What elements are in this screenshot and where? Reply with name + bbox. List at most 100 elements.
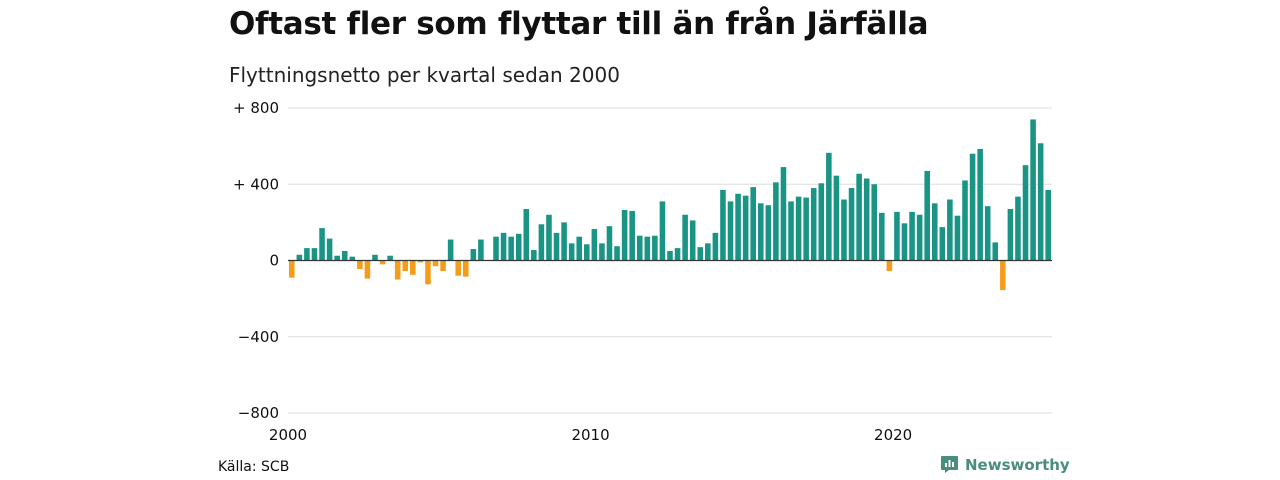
bar xyxy=(440,260,446,271)
bar xyxy=(478,239,484,261)
bar xyxy=(311,248,318,261)
axis-layer: + 800 + 400 0 −400 −800 2000 2010 2020 xyxy=(233,99,1052,444)
bar xyxy=(833,175,840,261)
bar xyxy=(705,243,711,261)
bar xyxy=(387,255,393,261)
bar xyxy=(500,232,507,261)
bar xyxy=(818,183,825,261)
bar xyxy=(1045,189,1051,261)
bar xyxy=(841,199,847,261)
bar-chart: + 800 + 400 0 −400 −800 2000 2010 2020 xyxy=(233,99,1052,444)
bar xyxy=(568,243,575,261)
bar xyxy=(304,248,310,261)
bar xyxy=(856,173,862,261)
bar xyxy=(531,250,537,261)
y-tick-label: −800 xyxy=(238,404,279,422)
bar xyxy=(682,214,688,261)
bar xyxy=(341,250,348,261)
bar xyxy=(1007,209,1014,261)
bar xyxy=(1022,165,1029,261)
bar xyxy=(1037,143,1044,261)
bars-layer xyxy=(289,119,1051,291)
bar xyxy=(546,214,552,261)
bar xyxy=(644,236,651,261)
bar xyxy=(780,167,787,261)
bar xyxy=(591,229,598,261)
bar xyxy=(924,170,930,261)
bar xyxy=(493,236,499,261)
bar xyxy=(697,247,704,261)
bar xyxy=(599,243,605,261)
bar xyxy=(659,201,666,261)
bar xyxy=(538,224,545,261)
bar xyxy=(803,197,809,261)
bar xyxy=(969,153,976,261)
bar xyxy=(992,242,999,261)
bar xyxy=(636,235,643,261)
x-tick-label: 2010 xyxy=(571,426,609,444)
bar xyxy=(788,201,794,261)
bar xyxy=(621,209,628,261)
bar xyxy=(652,235,658,261)
bar xyxy=(795,196,802,261)
bar xyxy=(462,260,469,277)
bar xyxy=(394,260,401,280)
bar xyxy=(742,195,749,261)
bar xyxy=(712,232,719,261)
newsworthy-logo-icon xyxy=(941,456,958,473)
bar xyxy=(773,182,779,261)
bar xyxy=(553,232,560,261)
chart-title: Oftast fler som flyttar till än från Jär… xyxy=(229,6,929,42)
bar xyxy=(289,260,295,278)
bar xyxy=(909,211,915,261)
bar xyxy=(1000,260,1006,291)
bar xyxy=(561,222,567,261)
bar xyxy=(826,152,832,261)
bar xyxy=(508,236,514,261)
bar xyxy=(977,148,983,261)
bar xyxy=(863,178,870,261)
bar xyxy=(417,260,424,263)
bar xyxy=(1015,196,1021,261)
bar xyxy=(954,215,961,261)
bar xyxy=(402,260,409,271)
chart-subtitle: Flyttningsnetto per kvartal sedan 2000 xyxy=(229,63,620,87)
y-tick-label: −400 xyxy=(238,328,279,346)
bar xyxy=(319,228,325,261)
bar xyxy=(720,189,726,261)
bar xyxy=(984,206,991,261)
bar xyxy=(735,193,741,261)
bar xyxy=(947,199,953,261)
bar xyxy=(357,260,363,270)
bar xyxy=(425,260,431,285)
x-tick-label: 2000 xyxy=(269,426,307,444)
bar xyxy=(629,210,635,261)
y-tick-label: 0 xyxy=(269,252,279,270)
bar xyxy=(962,180,968,261)
bar xyxy=(871,184,878,261)
bar xyxy=(939,227,946,261)
bar xyxy=(757,203,764,261)
x-tick-label: 2020 xyxy=(874,426,912,444)
bar xyxy=(410,260,416,275)
brand-name: Newsworthy xyxy=(965,455,1070,474)
bar xyxy=(614,246,620,261)
bar xyxy=(916,214,923,261)
bar xyxy=(765,205,772,261)
bar xyxy=(584,244,590,261)
bar xyxy=(848,188,855,261)
bar xyxy=(364,260,371,279)
brand-logo[interactable]: Newsworthy xyxy=(940,455,1070,474)
bar xyxy=(886,260,893,271)
bar xyxy=(470,249,477,261)
bar xyxy=(667,250,673,261)
bar xyxy=(326,238,333,261)
bar xyxy=(432,260,439,267)
bar xyxy=(689,220,696,261)
bar xyxy=(879,212,885,261)
source-label: Källa: SCB xyxy=(218,459,290,475)
bar xyxy=(447,239,454,261)
bar xyxy=(523,209,530,261)
bar xyxy=(372,254,378,261)
bar xyxy=(455,260,461,276)
